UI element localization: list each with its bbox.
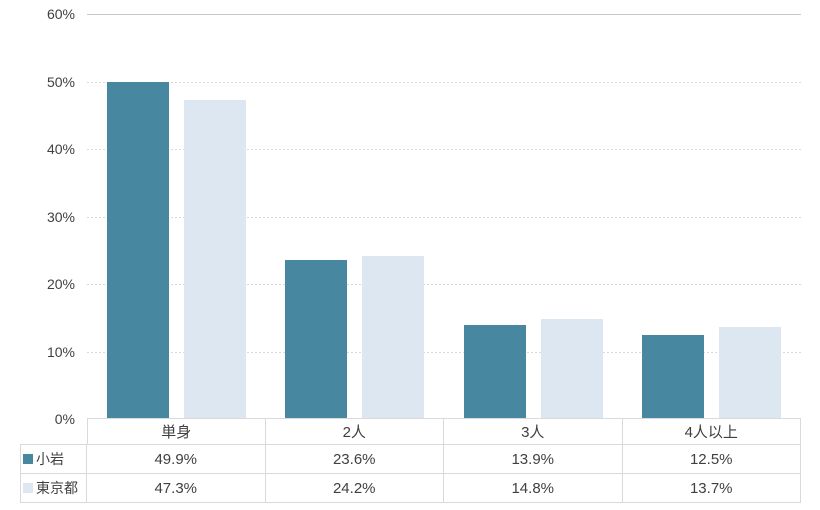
y-axis-tick-label: 20% [46,276,75,292]
bar-series-container [87,14,801,419]
gridline [87,351,801,353]
table-value-cell: 49.9% [87,445,266,474]
legend-swatch [23,483,33,493]
bar-series-1 [106,82,169,419]
legend-label: 東京都 [36,480,78,496]
bar-group [87,14,266,419]
bar-group [266,14,445,419]
bar-series-2 [540,319,603,419]
gridline [87,81,801,83]
bar-series-2 [719,327,782,419]
gridline [87,149,801,150]
y-axis-tick-label: 40% [46,141,75,157]
bar-series-1 [285,260,348,419]
plot-area [87,14,801,419]
bar-series-2 [362,256,425,419]
y-axis-tick-label: 10% [46,343,75,360]
bar-group [444,14,623,419]
table-value-cell: 13.7% [622,474,801,503]
bar-series-1 [642,335,705,419]
table-value-cell: 23.6% [265,445,444,474]
table-category-cell: 2人 [265,418,444,445]
table-value-cell: 47.3% [87,474,266,503]
table-corner-cell [20,418,87,445]
table-category-cell: 3人 [444,418,623,445]
gridline [87,216,801,218]
table-category-cell: 単身 [87,418,266,445]
bar-series-2 [183,100,246,419]
gridline [87,284,801,285]
y-axis-tick-label: 60% [46,6,75,22]
table-category-cell: 4人以上 [622,418,801,445]
legend-swatch [23,454,33,464]
table-value-cell: 24.2% [265,474,444,503]
y-axis-tick-label: 30% [46,208,75,225]
bar-group [623,14,802,419]
table-value-cell: 13.9% [444,445,623,474]
y-axis-tick-label: 0% [54,411,75,427]
table-value-cell: 12.5% [622,445,801,474]
gridline [87,14,801,15]
legend-cell: 東京都 [20,474,87,503]
data-table-legend: 単身 2人 3人 4人以上小岩 49.9% 23.6% 13.9% 12.5% 東京都 47.3%… [20,418,801,503]
legend-label: 小岩 [36,451,64,467]
y-axis-tick-label: 50% [46,73,75,90]
table-value-cell: 14.8% [444,474,623,503]
bar-series-1 [463,325,526,419]
legend-cell: 小岩 [20,445,87,474]
